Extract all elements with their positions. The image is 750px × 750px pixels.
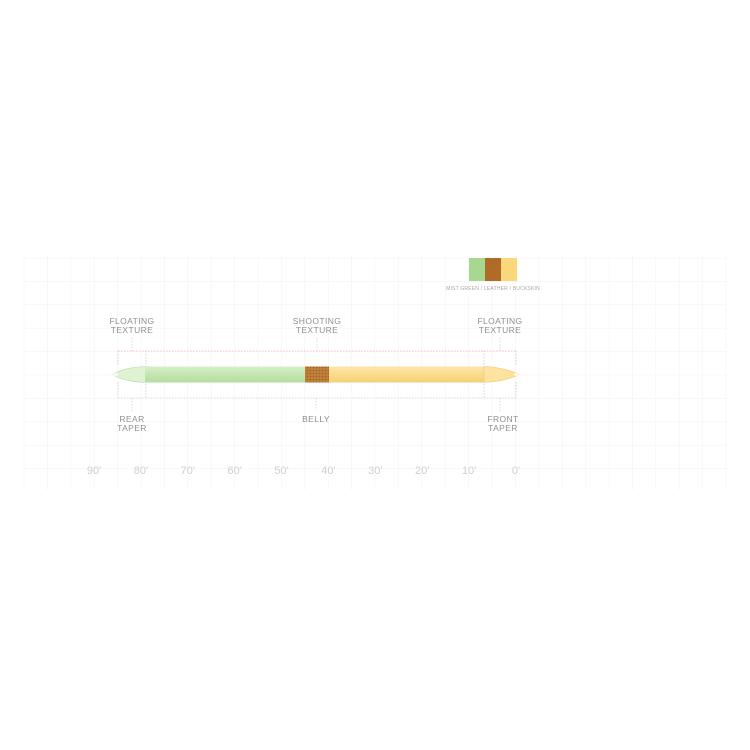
axis-tick-label: 40' (321, 465, 335, 477)
label-floating-texture-right-2: TEXTURE (479, 325, 521, 335)
axis-tick-label: 0' (512, 465, 520, 477)
label-rear-taper-2: TAPER (117, 423, 147, 433)
label-floating-texture-left-1: FLOATING (109, 316, 154, 326)
distance-axis: 90' 80' 70' 60' 50' 40' 30' 20' 10' 0' (87, 465, 520, 477)
axis-tick-label: 60' (227, 465, 241, 477)
color-swatch: MIST GREEN / LEATHER / BUCKSKIN (446, 258, 540, 292)
axis-tick-label: 10' (462, 465, 476, 477)
texture-brackets (117, 338, 517, 412)
axis-tick-label: 70' (181, 465, 195, 477)
label-shooting-texture-1: SHOOTING (293, 316, 342, 326)
axis-tick-label: 90' (87, 465, 101, 477)
label-front-taper-1: FRONT (487, 414, 518, 424)
leather-knurled-segment (305, 366, 329, 383)
swatch-leather (485, 258, 501, 281)
axis-tick-label: 50' (274, 465, 288, 477)
swatch-mist-green (469, 258, 485, 281)
label-shooting-texture-2: TEXTURE (296, 325, 338, 335)
label-front-taper-2: TAPER (488, 423, 518, 433)
mist-green-segment (145, 366, 305, 383)
axis-tick-label: 80' (134, 465, 148, 477)
swatch-buckskin (501, 258, 517, 281)
label-floating-texture-right-1: FLOATING (477, 316, 522, 326)
label-floating-texture-left-2: TEXTURE (111, 325, 153, 335)
rear-tip (112, 372, 118, 377)
label-rear-taper-1: REAR (119, 414, 144, 424)
buckskin-segment (329, 366, 485, 383)
axis-tick-label: 30' (368, 465, 382, 477)
swatch-caption: MIST GREEN / LEATHER / BUCKSKIN (446, 286, 540, 292)
fly-line (111, 366, 521, 383)
front-tip (514, 372, 520, 377)
axis-tick-label: 20' (415, 465, 429, 477)
label-belly: BELLY (302, 414, 330, 424)
